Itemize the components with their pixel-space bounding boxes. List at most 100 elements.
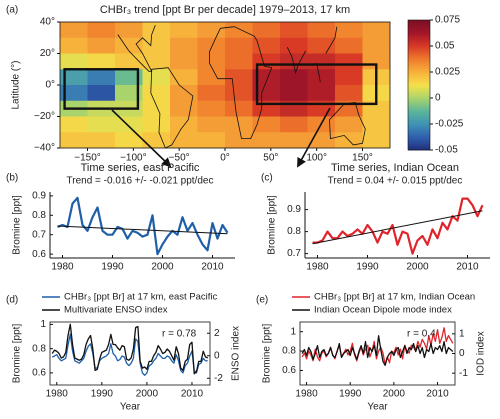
x-tick-label: 1980 xyxy=(51,262,74,273)
map-cell xyxy=(280,85,308,102)
map-cell xyxy=(115,116,143,133)
map-cell xyxy=(142,69,171,86)
colorbar-stripe xyxy=(408,61,430,64)
colorbar-stripe xyxy=(408,24,430,27)
colorbar-stripe xyxy=(408,89,430,92)
y-axis-label: Bromine [ppt] xyxy=(12,324,23,384)
y2-tick-label: 2 xyxy=(214,328,220,339)
map-cells xyxy=(60,22,391,149)
map-cell xyxy=(170,22,198,39)
y2-tick-label: 0 xyxy=(459,348,465,359)
colorbar-stripe xyxy=(408,39,430,43)
map-cell xyxy=(60,85,88,102)
colorbar-stripe xyxy=(408,82,430,86)
map-cell xyxy=(142,100,171,117)
map-cell xyxy=(252,69,281,86)
chart-subtitle: Trend = 0.04 +/- 0.015 ppt/dec xyxy=(328,176,463,187)
y-tick-label: 0.8 xyxy=(287,226,301,237)
colorbar-stripe xyxy=(408,95,430,99)
colorbar-stripe xyxy=(408,104,430,108)
colorbar-stripe xyxy=(408,143,430,147)
colorbar-stripe xyxy=(408,69,430,73)
colorbar-stripe xyxy=(408,132,430,136)
colorbar-stripe xyxy=(408,37,430,40)
colorbar-stripe xyxy=(408,56,430,60)
map-cell xyxy=(280,69,308,86)
colorbar-stripe xyxy=(408,134,430,138)
x-tick-label: 2000 xyxy=(151,262,174,273)
arrow xyxy=(111,109,172,168)
map-cell xyxy=(335,85,363,102)
chart-title: Time series, east Pacific xyxy=(81,162,200,174)
colorbar-stripe xyxy=(408,106,430,110)
map-cell xyxy=(197,132,226,149)
map-cell xyxy=(362,116,391,133)
panel-label: (b) xyxy=(6,173,18,184)
colorbar-stripe xyxy=(408,93,430,97)
map-cell xyxy=(335,116,363,133)
colorbar-tick-label: 0 xyxy=(435,93,441,104)
map-cell xyxy=(197,116,226,133)
x-axis-label: Year xyxy=(367,402,388,413)
y-axis-label: Latitude (°) xyxy=(11,60,22,109)
y-tick-label: 20° xyxy=(40,48,55,59)
panel-label: (a) xyxy=(6,5,18,16)
colorbar-stripe xyxy=(408,102,430,105)
map-cell xyxy=(307,69,336,86)
colorbar-stripe xyxy=(408,48,430,51)
y2-tick-label: 1 xyxy=(459,328,465,339)
region-box xyxy=(63,68,140,110)
x-tick-label: −50° xyxy=(169,153,190,164)
x-tick-label: 0° xyxy=(220,153,230,164)
y-tick-label: 0.7 xyxy=(32,229,46,240)
y-tick-label: 40° xyxy=(40,17,55,28)
colorbar-stripe xyxy=(408,35,430,38)
x-axis-label: Year xyxy=(120,402,141,413)
y-tick-label: 0.8 xyxy=(32,343,46,354)
y-tick-label: 0.6 xyxy=(32,368,46,379)
map-cell xyxy=(87,22,116,39)
colorbar-stripe xyxy=(408,100,430,103)
map-cell xyxy=(197,100,226,117)
map-cell xyxy=(115,69,143,86)
colorbar-stripe xyxy=(408,119,430,123)
y-tick-label: 1 xyxy=(290,326,296,337)
map-cell xyxy=(142,132,171,149)
map-cell xyxy=(87,53,116,70)
y2-axis-label: IOD index xyxy=(476,331,487,375)
panel-label: (c) xyxy=(261,173,273,184)
coastlines xyxy=(117,25,366,149)
chart-title: CHBr₃ trend [ppt Br per decade] 1979–201… xyxy=(100,4,350,16)
series-line xyxy=(51,323,209,375)
map-cell xyxy=(115,37,143,54)
colorbar-stripe xyxy=(408,63,430,66)
map-cell xyxy=(60,132,88,149)
y2-tick-label: 0 xyxy=(214,350,220,361)
colorbar-stripe xyxy=(408,121,430,125)
coastline xyxy=(117,25,156,72)
map-cell xyxy=(142,37,171,54)
colorbar-stripe xyxy=(408,145,430,149)
y-tick-label: 0.8 xyxy=(282,346,296,357)
map-cell xyxy=(115,85,143,102)
map-cell xyxy=(115,53,143,70)
map-cell xyxy=(225,37,253,54)
legend-label: CHBr₃ [ppt Br] at 17 km, Indian Ocean xyxy=(314,292,475,303)
colorbar-stripe xyxy=(408,26,430,30)
map-cell xyxy=(60,69,88,86)
map-cell xyxy=(307,85,336,102)
legend-label: Multivariate ENSO index xyxy=(64,305,168,316)
colorbar-tick-label: -0.05 xyxy=(435,145,458,156)
series-line xyxy=(301,335,454,366)
series-line xyxy=(57,196,229,256)
map-cell xyxy=(362,22,391,39)
colorbar-stripe xyxy=(408,124,430,127)
map-cell xyxy=(87,116,116,133)
colorbar-tick-label: 0.075 xyxy=(435,15,460,26)
y-tick-label: 0.6 xyxy=(32,249,46,260)
map-cell xyxy=(142,116,171,133)
colorbar-stripe xyxy=(408,80,430,84)
colorbar-stripe xyxy=(408,46,430,49)
map-cell xyxy=(115,132,143,149)
map-cell xyxy=(252,22,281,39)
